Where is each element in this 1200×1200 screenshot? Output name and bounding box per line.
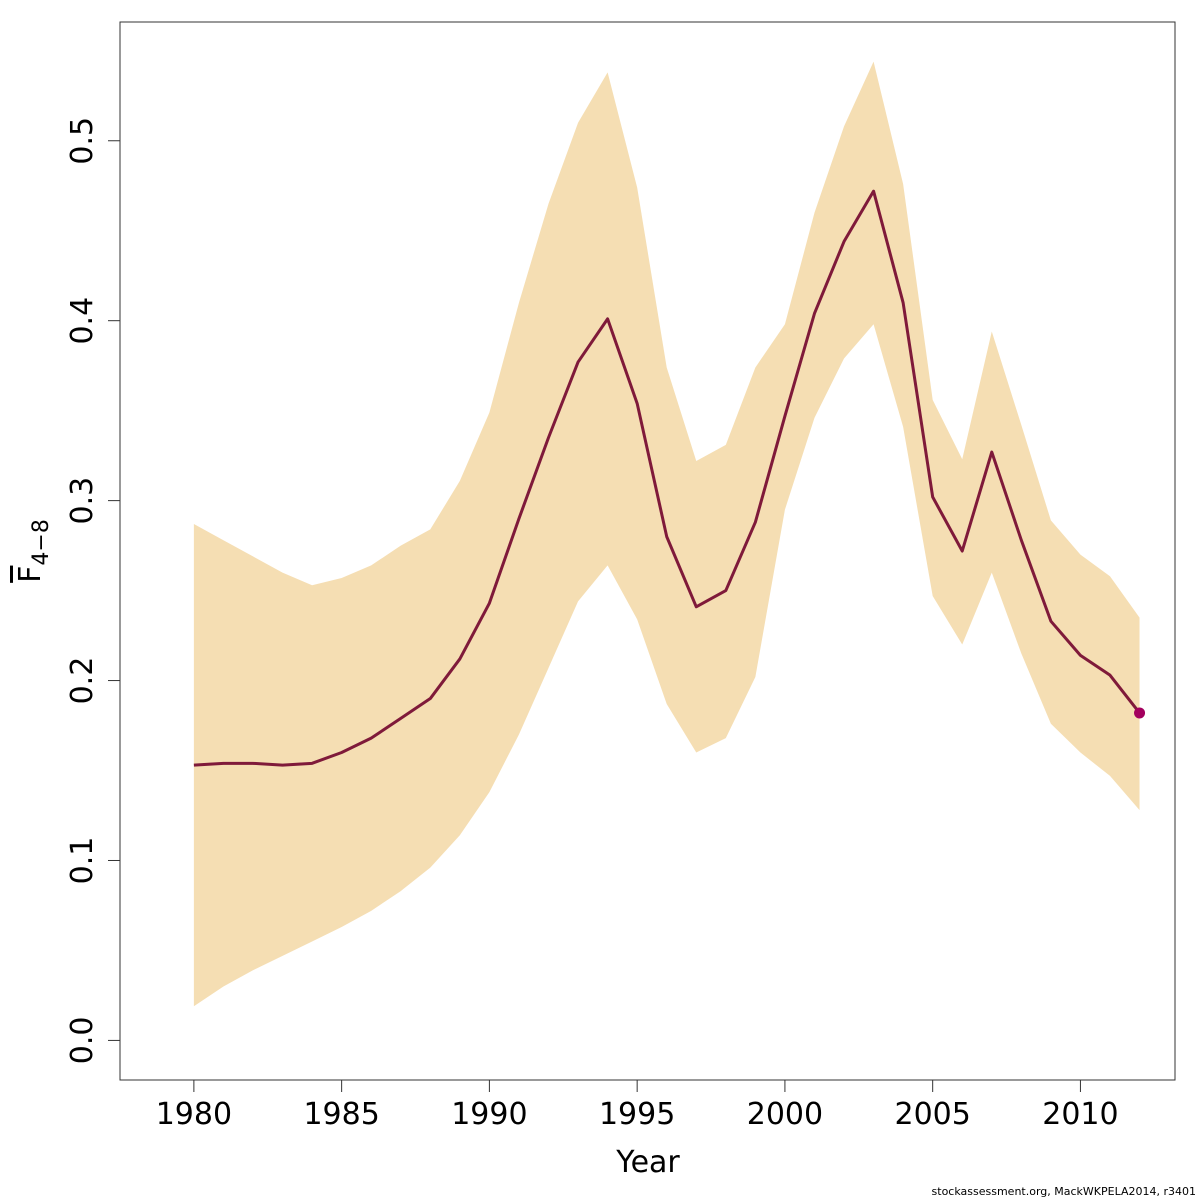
y-tick-label: 0.2 xyxy=(65,657,100,705)
x-tick-label: 2010 xyxy=(1042,1097,1118,1132)
svg-text:F4−8: F4−8 xyxy=(13,519,54,583)
y-tick-label: 0.3 xyxy=(65,477,100,525)
x-tick-label: 2000 xyxy=(747,1097,823,1132)
x-tick-label: 1980 xyxy=(156,1097,232,1132)
y-axis-title-main: F xyxy=(13,566,48,583)
last-estimate-point xyxy=(1134,707,1146,719)
estimate-line xyxy=(193,189,1141,767)
x-tick-label: 1995 xyxy=(599,1097,675,1132)
y-tick-label: 0.1 xyxy=(65,837,100,885)
y-axis-title-subscript: 4−8 xyxy=(29,519,54,565)
estimate-line-layer xyxy=(193,189,1146,767)
x-axis-title: Year xyxy=(615,1145,680,1180)
y-tick-label: 0.4 xyxy=(65,297,100,345)
x-tick-label: 1990 xyxy=(451,1097,527,1132)
x-tick-label: 2005 xyxy=(894,1097,970,1132)
footer-credit: stockassessment.org, MackWKPELA2014, r34… xyxy=(931,1185,1196,1198)
y-axis-title: F4−8 xyxy=(13,519,54,583)
y-axis: 0.0 0.1 0.2 0.3 0.4 0.5 xyxy=(65,117,121,1065)
x-axis: 1980 1985 1990 1995 2000 2005 2010 xyxy=(156,1079,1119,1132)
x-tick-label: 1985 xyxy=(303,1097,379,1132)
y-tick-label: 0.5 xyxy=(65,117,100,165)
y-tick-label: 0.0 xyxy=(65,1017,100,1065)
